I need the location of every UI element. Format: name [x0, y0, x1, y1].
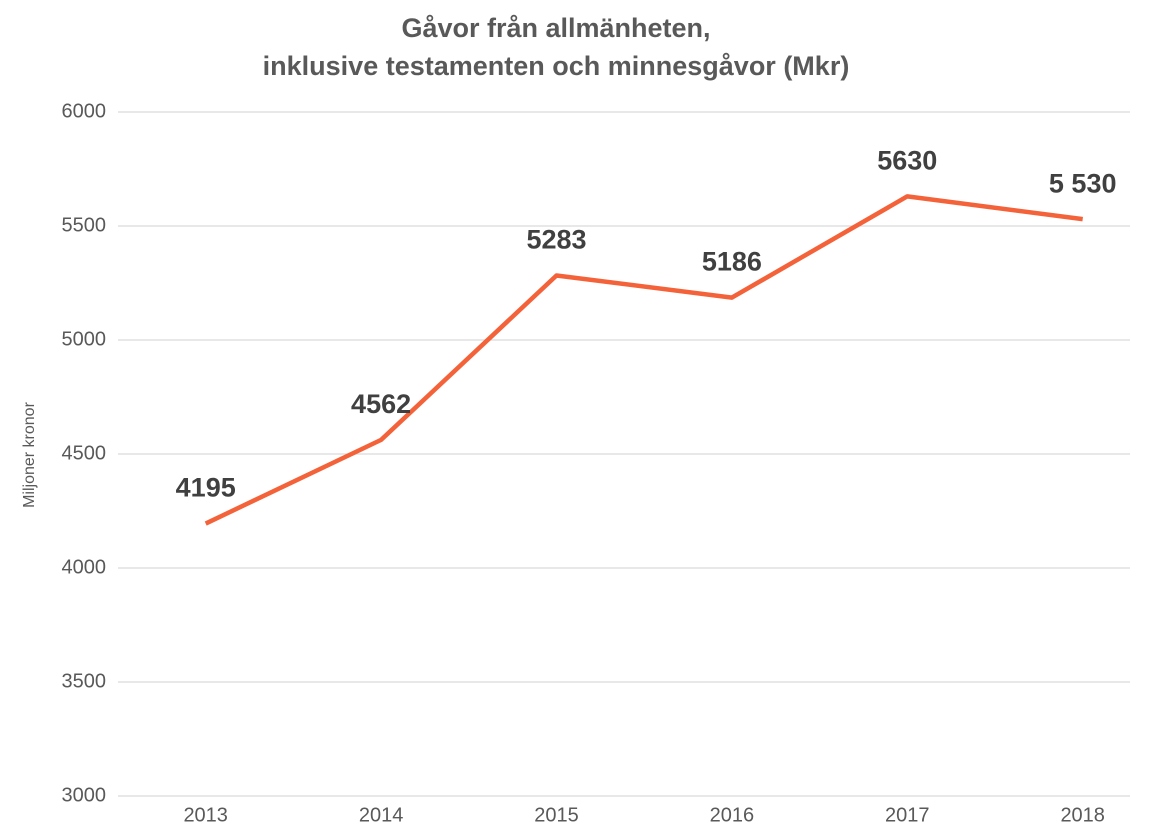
x-tick-label: 2013 [183, 804, 228, 826]
y-axis-label: Miljoner kronor [21, 401, 38, 507]
data-label: 4195 [176, 473, 236, 503]
x-tick-label: 2015 [534, 804, 579, 826]
data-label: 4562 [351, 389, 411, 419]
y-tick-label: 5500 [62, 214, 107, 236]
y-tick-label: 6000 [62, 100, 107, 122]
data-label: 5283 [526, 225, 586, 255]
y-tick-label: 5000 [62, 328, 107, 350]
x-tick-label: 2017 [885, 804, 930, 826]
y-tick-label: 4500 [62, 442, 107, 464]
data-label: 5186 [702, 247, 762, 277]
y-tick-label: 3500 [62, 670, 107, 692]
chart-title: Gåvor från allmänheten, [401, 13, 710, 43]
x-tick-label: 2016 [710, 804, 755, 826]
data-label: 5 530 [1049, 168, 1117, 198]
y-tick-label: 3000 [62, 784, 107, 806]
x-tick-label: 2018 [1060, 804, 1105, 826]
x-tick-label: 2014 [359, 804, 404, 826]
y-tick-label: 4000 [62, 556, 107, 578]
chart-title: inklusive testamenten och minnesgåvor (M… [263, 51, 850, 81]
data-line [204, 194, 1083, 526]
data-label: 5630 [877, 145, 937, 175]
